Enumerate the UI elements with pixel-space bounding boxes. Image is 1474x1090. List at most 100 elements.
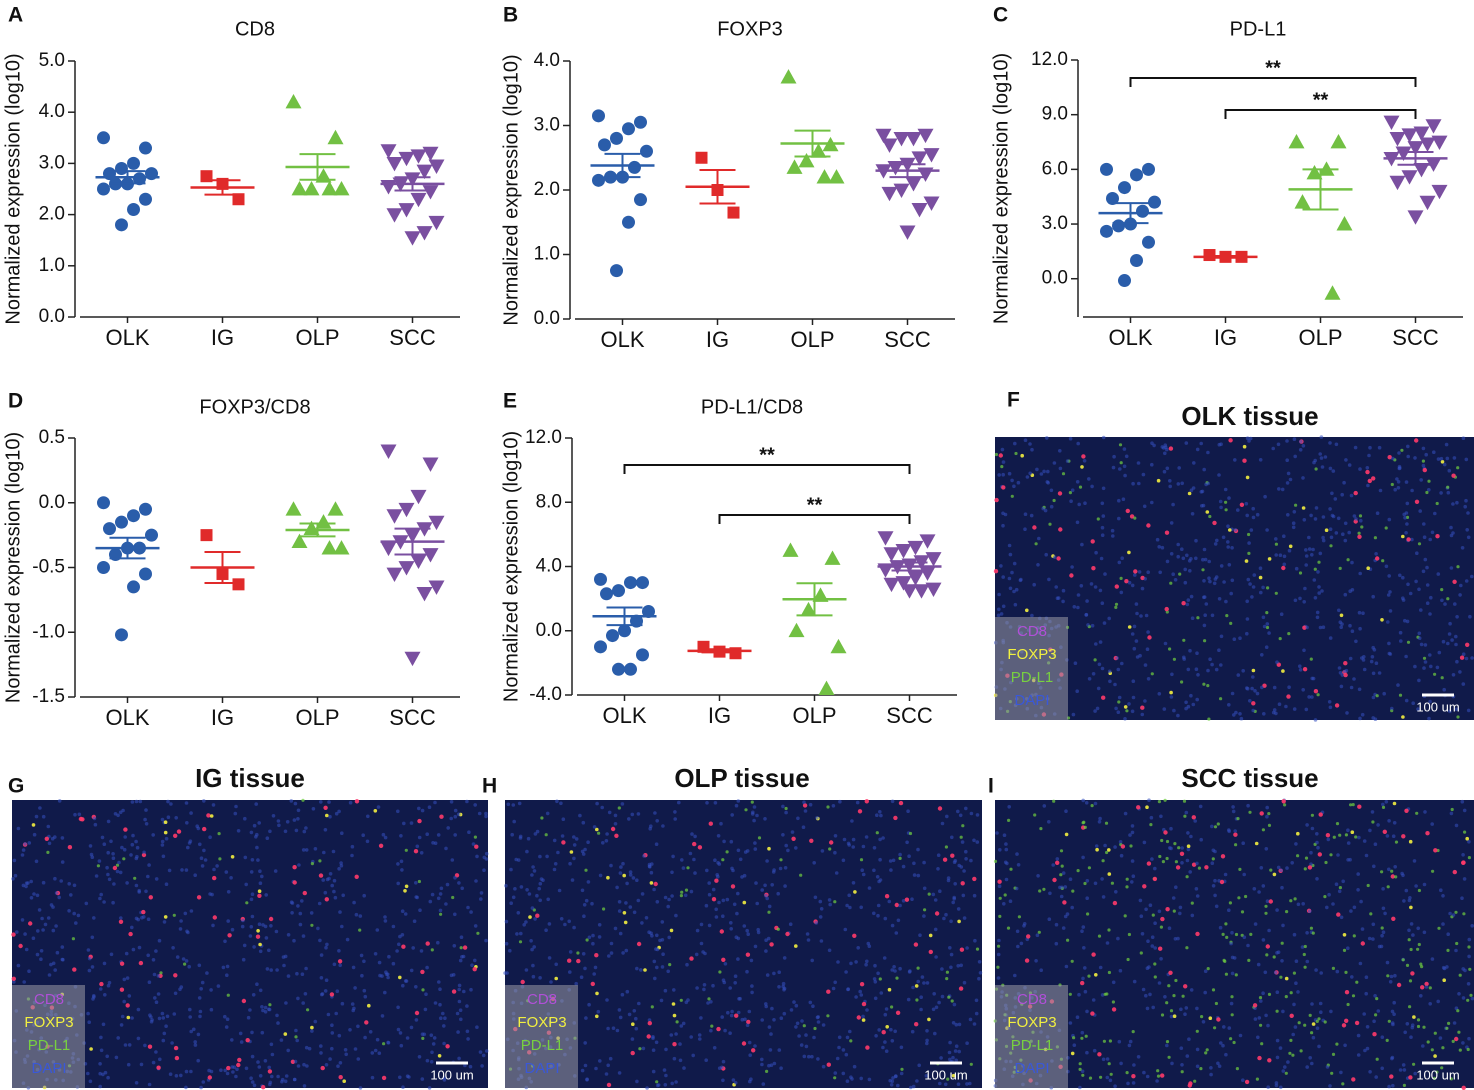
- cell: [1328, 441, 1332, 445]
- cell: [810, 1054, 814, 1059]
- cell: [1146, 523, 1151, 528]
- cell: [1417, 942, 1421, 947]
- cell: [1030, 447, 1034, 452]
- panel-letter: B: [503, 4, 518, 27]
- cell: [802, 1054, 807, 1059]
- cell: [1195, 861, 1199, 866]
- cell: [1380, 870, 1384, 874]
- cell: [1356, 888, 1360, 892]
- cell: [1378, 488, 1383, 493]
- cell: [682, 1066, 686, 1070]
- cell: [596, 1009, 601, 1014]
- cell: [1371, 922, 1376, 927]
- cell: [804, 1033, 808, 1037]
- cell: [1429, 664, 1433, 669]
- cell: [1376, 823, 1380, 827]
- cell: [1453, 602, 1457, 606]
- cell: [208, 835, 212, 839]
- cell: [225, 973, 229, 977]
- cell: [529, 939, 533, 943]
- cell: [526, 836, 531, 841]
- cell: [1013, 973, 1017, 978]
- cell: [997, 607, 1001, 612]
- cell: [1420, 985, 1425, 990]
- cell: [842, 837, 847, 842]
- cell: [1448, 911, 1452, 916]
- cell: [1204, 865, 1209, 870]
- cell: [1082, 946, 1086, 950]
- cell: [452, 944, 457, 948]
- cell: [163, 915, 168, 919]
- cell: [444, 902, 448, 906]
- cell: [726, 1010, 730, 1015]
- cell: [893, 815, 898, 821]
- cell: [473, 803, 478, 807]
- cell: [1097, 820, 1102, 824]
- cell: [829, 840, 834, 845]
- x-tick-label: OLP: [790, 327, 834, 352]
- cell: [161, 854, 166, 859]
- cell: [1293, 897, 1297, 901]
- cell: [705, 868, 709, 873]
- cell: [714, 907, 718, 912]
- cell: [1303, 1023, 1307, 1027]
- cell: [1225, 935, 1229, 940]
- cell: [98, 1071, 102, 1076]
- cell: [1307, 695, 1311, 699]
- cell: [1460, 799, 1465, 804]
- cell: [1381, 559, 1385, 563]
- cell: [1289, 1038, 1293, 1042]
- cell: [300, 899, 304, 903]
- cell: [443, 1016, 447, 1020]
- cell: [717, 1066, 722, 1070]
- cell: [1117, 695, 1122, 700]
- cell: [1138, 898, 1143, 903]
- cell: [901, 899, 906, 903]
- data-point: [1100, 162, 1113, 176]
- cell: [1252, 573, 1257, 577]
- cell: [1178, 572, 1182, 576]
- cell: [111, 900, 115, 905]
- cell: [1310, 826, 1315, 831]
- cell: [283, 829, 288, 834]
- cell: [1131, 874, 1136, 878]
- cell: [1396, 486, 1401, 490]
- cell: [1193, 819, 1197, 823]
- cell: [319, 953, 324, 957]
- data-point: [422, 185, 439, 200]
- cell: [1255, 1077, 1259, 1081]
- data-point: [917, 128, 934, 144]
- cell: [1016, 863, 1021, 867]
- cell: [1142, 504, 1147, 509]
- cell: [1455, 941, 1459, 946]
- data-point: [1118, 181, 1131, 195]
- cell: [1199, 490, 1204, 494]
- data-point: [780, 69, 797, 84]
- cell: [1296, 902, 1301, 907]
- cell: [833, 1071, 838, 1075]
- cell: [745, 952, 751, 957]
- cell: [1285, 910, 1289, 914]
- cell: [1459, 583, 1463, 588]
- cell: [1286, 471, 1291, 476]
- cell: [1110, 881, 1114, 885]
- legend-box: [12, 985, 85, 1088]
- cell: [1257, 1016, 1262, 1020]
- cell: [850, 1077, 854, 1081]
- cell: [1428, 612, 1432, 616]
- error-bar: [796, 582, 833, 617]
- cell: [1206, 450, 1210, 455]
- cell: [1042, 887, 1046, 891]
- cell: [957, 863, 961, 868]
- cell: [1119, 461, 1123, 465]
- cell: [1301, 902, 1305, 906]
- cell: [333, 895, 338, 900]
- cell: [1247, 439, 1251, 443]
- cell: [721, 1059, 726, 1064]
- cell: [1350, 629, 1355, 633]
- cell: [709, 1000, 713, 1004]
- cell: [1365, 469, 1370, 475]
- cell: [1249, 932, 1253, 937]
- cell: [729, 921, 733, 925]
- cell: [654, 1040, 659, 1045]
